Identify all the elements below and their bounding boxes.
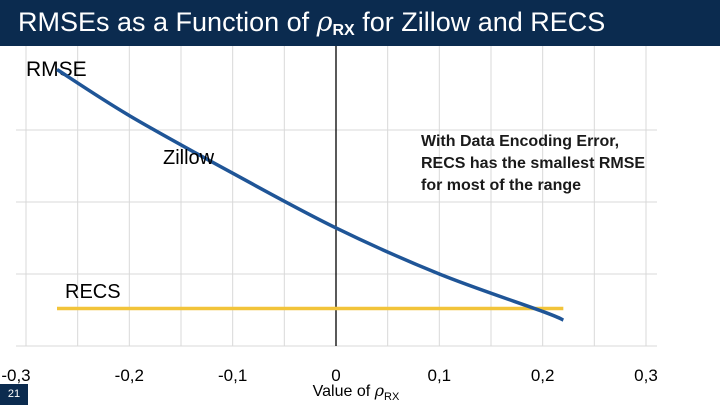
x-tick-label: 0: [331, 366, 340, 385]
annotation-line: With Data Encoding Error,: [421, 133, 619, 150]
x-tick-label: -0,3: [1, 366, 30, 385]
title-prefix: RMSEs as a Function of: [18, 7, 317, 37]
annotation-line: RECS has the smallest RMSE: [421, 155, 645, 172]
x-tick-label: 0,2: [531, 366, 555, 385]
slide-number: 21: [0, 384, 28, 405]
series-label-recs: RECS: [65, 281, 121, 303]
series-label-zillow: Zillow: [163, 147, 215, 169]
title-suffix: for Zillow and RECS: [354, 7, 606, 37]
annotation-line: for most of the range: [421, 177, 581, 194]
slide-title: RMSEs as a Function of ρRX for Zillow an…: [18, 7, 605, 40]
x-tick-label: 0,3: [634, 366, 658, 385]
x-tick-label: 0,1: [428, 366, 452, 385]
title-rho-symbol: ρ: [316, 7, 333, 38]
rmse-chart: RMSE -0,3 -0,2 -0,1 0 0,1 0,2 0,3 Value of ρRX Zi…: [1, 46, 658, 403]
series-line-zillow: [56, 68, 565, 322]
x-tick-label: -0,1: [218, 366, 247, 385]
title-subscript: RX: [332, 22, 355, 39]
x-tick-label: -0,2: [115, 366, 144, 385]
title-bar: RMSEs as a Function of ρRX for Zillow an…: [0, 0, 720, 46]
y-axis-label: RMSE: [26, 58, 87, 81]
x-axis-label: Value of ρRX: [313, 381, 400, 403]
